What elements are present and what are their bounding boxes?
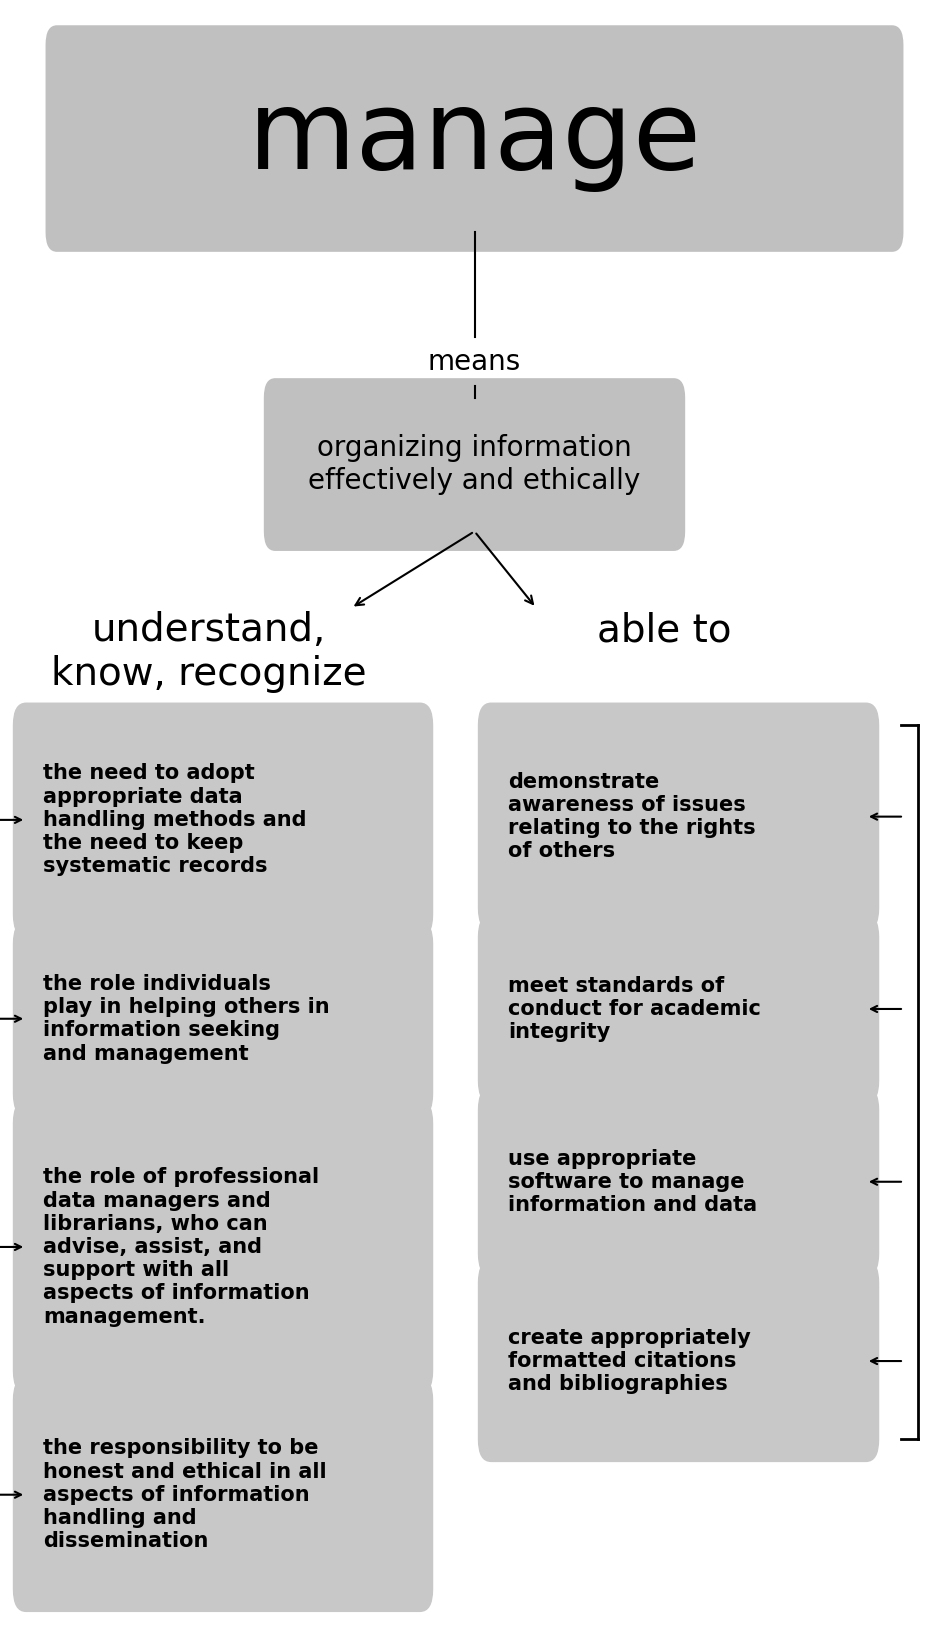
- FancyBboxPatch shape: [46, 24, 903, 251]
- FancyBboxPatch shape: [12, 1100, 433, 1394]
- FancyBboxPatch shape: [264, 378, 685, 551]
- Text: the responsibility to be
honest and ethical in all
aspects of information
handli: the responsibility to be honest and ethi…: [43, 1438, 326, 1552]
- Text: meet standards of
conduct for academic
integrity: meet standards of conduct for academic i…: [508, 976, 761, 1042]
- Text: understand,
know, recognize: understand, know, recognize: [51, 611, 366, 693]
- FancyBboxPatch shape: [12, 703, 433, 937]
- Text: organizing information
effectively and ethically: organizing information effectively and e…: [308, 434, 641, 496]
- Text: the role individuals
play in helping others in
information seeking
and managemen: the role individuals play in helping oth…: [43, 975, 330, 1063]
- Text: the need to adopt
appropriate data
handling methods and
the need to keep
systema: the need to adopt appropriate data handl…: [43, 763, 307, 877]
- Text: demonstrate
awareness of issues
relating to the rights
of others: demonstrate awareness of issues relating…: [508, 773, 755, 861]
- Text: create appropriately
formatted citations
and bibliographies: create appropriately formatted citations…: [508, 1328, 751, 1394]
- Text: the role of professional
data managers and
librarians, who can
advise, assist, a: the role of professional data managers a…: [43, 1167, 319, 1327]
- FancyBboxPatch shape: [477, 703, 879, 931]
- FancyBboxPatch shape: [12, 921, 433, 1117]
- Text: means: means: [428, 347, 521, 377]
- FancyBboxPatch shape: [477, 914, 879, 1104]
- Text: manage: manage: [248, 85, 701, 192]
- Text: able to: able to: [597, 611, 732, 649]
- Text: use appropriate
software to manage
information and data: use appropriate software to manage infor…: [508, 1149, 757, 1214]
- FancyBboxPatch shape: [477, 1260, 879, 1462]
- FancyBboxPatch shape: [12, 1377, 433, 1612]
- FancyBboxPatch shape: [477, 1087, 879, 1276]
